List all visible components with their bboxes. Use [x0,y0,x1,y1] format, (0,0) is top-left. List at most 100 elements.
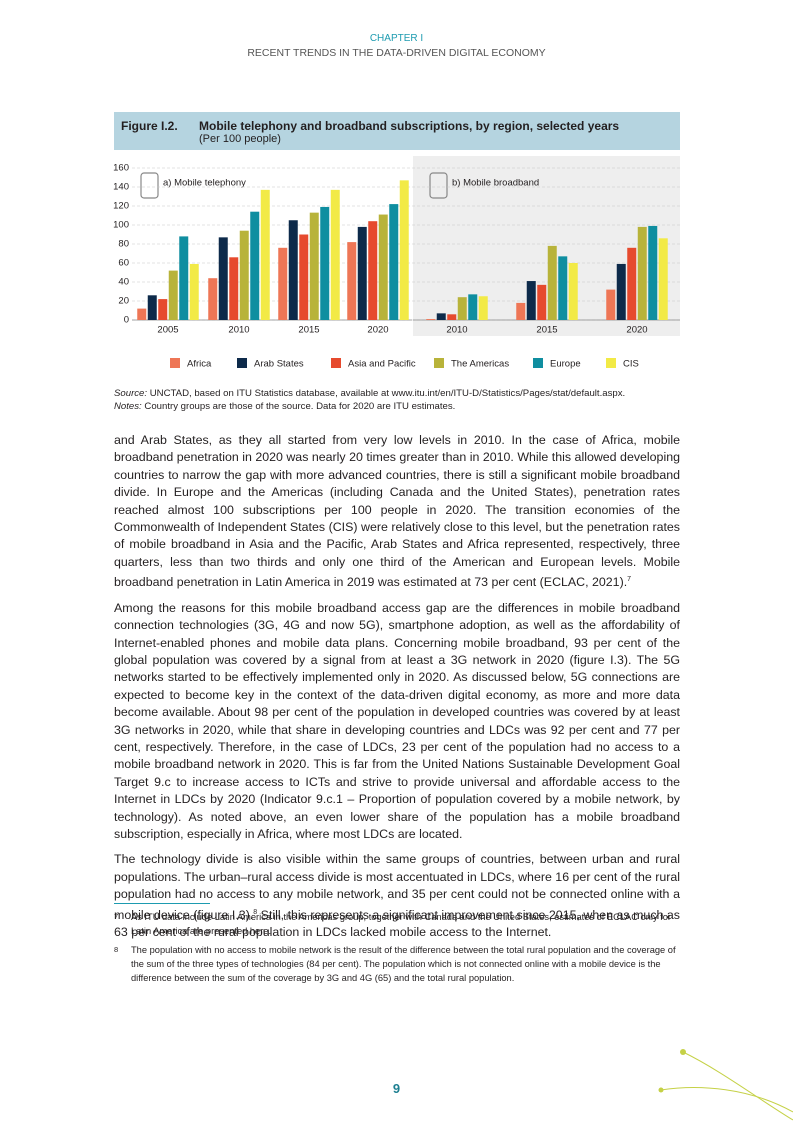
bar [137,308,147,320]
footnote-rule [114,903,210,904]
y-tick-label: 160 [113,163,129,174]
bar [250,211,260,320]
legend-swatch [434,358,444,368]
footnote: 8 The population with no access to mobile… [114,943,680,985]
legend-label: Africa [187,359,212,370]
x-tick-label: 2015 [298,325,319,336]
page-number: 9 [392,1081,401,1096]
text-run: Among the reasons for this mobile broadb… [114,600,680,842]
bar [568,263,578,320]
panel-title: b) Mobile broadband [452,178,539,189]
footnotes: 7 As ITU data include Latin America in th… [114,910,680,990]
bar [637,226,647,320]
footnote-ref: 8 [253,908,258,916]
source: UNCTAD, based on ITU Statistics database… [147,388,626,399]
legend-swatch [606,358,616,368]
bar [516,302,526,320]
paragraph: and Arab States, as they all started fro… [114,432,680,592]
bar [436,313,446,320]
footnote-text: The population with no access to mobile … [131,945,676,983]
bar [558,256,568,320]
bar [378,214,388,320]
bar [447,314,457,320]
y-tick-label: 140 [113,182,129,193]
bar [478,296,488,320]
bar [606,289,616,320]
bar [147,295,157,320]
bar [288,220,298,320]
y-tick-label: 100 [113,220,129,231]
notes-label: Notes: [114,401,142,412]
text-run: Still, this represents a significant imp… [114,907,680,940]
bar [537,284,547,320]
bar [158,299,168,320]
x-tick-label: 2010 [446,325,467,336]
footnote-text: As ITU data include Latin America in the… [131,912,672,936]
bar [627,247,637,320]
legend-label: The Americas [451,359,509,370]
decoration [658,1049,793,1121]
wifi-icon [429,172,448,199]
notes: Country groups are those of the source. … [141,401,456,412]
bar [426,319,436,320]
y-tick-label: 60 [118,258,129,269]
bar [526,281,536,320]
bar [468,294,478,320]
bar [389,204,399,320]
body-text: and Arab States, as they all started fro… [114,432,680,950]
bar [330,189,340,320]
phone-icon [140,172,159,199]
bar [299,234,309,320]
bar [208,278,218,320]
chart: a) Mobile telephony b) Mobile broadband … [113,156,680,370]
bar [457,297,467,320]
bar [547,245,557,320]
paragraph: Among the reasons for this mobile broadb… [114,600,680,844]
bar [368,221,378,320]
chapter: CHAPTER I [369,33,424,44]
bar [399,180,409,320]
figure-title-band: Figure I.2. Mobile telephony and broadba… [114,112,680,150]
paragraph: The technology divide is also visible wi… [114,851,680,941]
panel-title: a) Mobile telephony [163,178,246,189]
footnote: 7 As ITU data include Latin America in th… [114,910,680,938]
bar [179,236,189,320]
bar [309,212,319,320]
y-tick-label: 20 [118,296,129,307]
bar [168,270,178,320]
figure-source: Source: UNCTAD, based on ITU Statistics … [114,387,694,413]
x-tick-label: 2015 [536,325,557,336]
y-tick-label: 40 [118,277,129,288]
bar [658,238,668,320]
legend-label: Europe [550,359,581,370]
x-tick-label: 2010 [228,325,249,336]
y-tick-label: 80 [118,239,129,250]
legend-swatch [331,358,341,368]
bar [239,230,249,320]
bar [260,189,270,320]
footnote-ref: 7 [627,576,632,584]
bar [189,263,199,320]
figure-title: Mobile telephony and broadband subscript… [199,119,620,133]
bar [616,263,626,320]
bar [648,225,658,320]
y-tick-label: 0 [124,315,129,326]
bar [347,242,357,320]
running-title: RECENT TRENDS IN THE DATA-DRIVEN DIGITAL… [247,47,546,59]
bar [357,226,367,320]
bar [320,206,330,320]
x-tick-label: 2020 [367,325,388,336]
figure-label: Figure I.2. [121,119,178,133]
legend-swatch [170,358,180,368]
x-tick-label: 2005 [157,325,178,336]
bar [218,237,228,320]
legend-label: Asia and Pacific [348,359,416,370]
bar [278,247,288,320]
legend-label: Arab States [254,359,304,370]
y-tick-label: 120 [113,201,129,212]
text-run: The technology divide is also visible wi… [114,852,680,922]
legend-swatch [533,358,543,368]
figure-subtitle: (Per 100 people) [199,133,281,145]
footnote-number: 8 [114,945,119,954]
